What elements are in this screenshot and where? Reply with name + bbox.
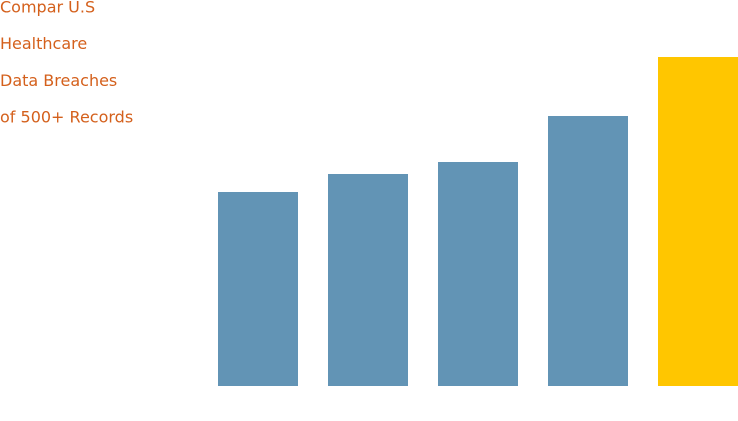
bar [548, 116, 628, 386]
chart-title: Compar U.S [0, 0, 95, 17]
chart-title: of 500+ Records [0, 108, 133, 127]
bar [658, 57, 738, 386]
bar [328, 174, 408, 386]
chart-title: Data Breaches [0, 71, 117, 90]
bar [438, 162, 518, 386]
bar [218, 192, 298, 386]
chart-title: Healthcare [0, 34, 87, 53]
